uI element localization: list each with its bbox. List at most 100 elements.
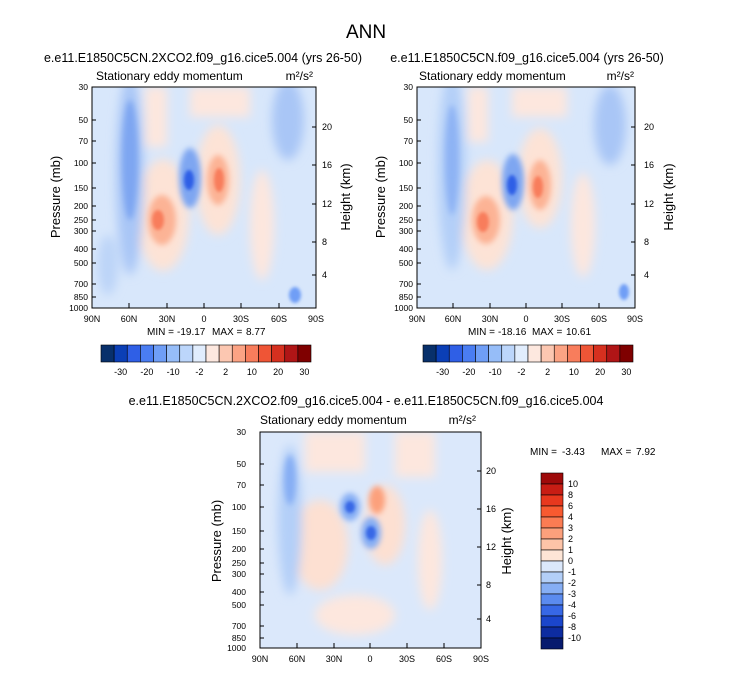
colorbar-swatch — [553, 344, 568, 363]
positive-band — [468, 87, 488, 142]
y-tick-label: 850 — [232, 633, 246, 643]
y-tick-label: 200 — [399, 201, 413, 211]
colorbar-swatch — [606, 344, 621, 363]
y-tick: 150 — [232, 526, 264, 536]
colorbar-label: 20 — [595, 367, 605, 377]
y-tick-label: 1000 — [394, 303, 413, 313]
y-tick: 50 — [79, 115, 96, 125]
height-tick: 4 — [312, 270, 327, 280]
x-tick: 30N — [482, 303, 498, 324]
contour-field — [260, 432, 481, 648]
x-tick: 60N — [445, 303, 461, 324]
x-tick-label: 60S — [436, 654, 452, 664]
height-tick-label: 20 — [644, 122, 654, 132]
y-tick-label: 100 — [399, 158, 413, 168]
y-tick-label: 400 — [399, 244, 413, 254]
x-tick-label: 90S — [308, 314, 324, 324]
colorbar-label: 10 — [247, 367, 257, 377]
colorbar-label: -20 — [462, 367, 475, 377]
x-tick: 90N — [409, 303, 425, 324]
y-tick: 400 — [232, 587, 264, 597]
positive-band — [395, 432, 435, 477]
positive-region — [250, 170, 274, 280]
panel-title: e.e11.E1850C5CN.f09_g16.cice5.004 (yrs 2… — [390, 51, 664, 65]
x-tick-label: 60N — [121, 314, 138, 324]
x-tick: 60N — [289, 643, 305, 664]
y-tick: 700 — [74, 279, 96, 289]
y-tick: 500 — [74, 258, 96, 268]
x-tick-label: 30N — [326, 654, 343, 664]
colorbar-swatch — [580, 344, 594, 363]
colorbar-swatch — [100, 344, 115, 363]
height-tick-label: 8 — [644, 237, 649, 247]
svg-text:MAX =: MAX = — [212, 327, 242, 338]
min-max-readout: MIN = -19.17 MAX = 8.77 — [147, 327, 266, 338]
colorbar-swatch — [113, 344, 128, 363]
y-tick: 200 — [399, 201, 421, 211]
colorbar-label: 0 — [568, 556, 573, 566]
x-tick: 30S — [554, 303, 570, 324]
x-tick-label: 60S — [271, 314, 287, 324]
negative-core — [366, 526, 376, 540]
colorbar-swatch — [540, 626, 564, 639]
height-tick: 20 — [631, 122, 654, 132]
y-axis-title: Pressure (mb) — [48, 156, 63, 238]
y-axis-title: Pressure (mb) — [209, 500, 224, 582]
min-value: -3.43 — [562, 447, 585, 458]
y-tick-label: 1000 — [69, 303, 88, 313]
x-tick: 90S — [627, 303, 643, 324]
colorbar-top-right: -30 -20 -10 -2 2 10 20 30 — [422, 344, 634, 377]
x-tick-label: 90N — [252, 654, 269, 664]
height-tick-label: 4 — [486, 614, 491, 624]
y-tick-label: 700 — [232, 621, 246, 631]
colorbar-label: 1 — [568, 545, 573, 555]
height-tick-label: 16 — [486, 504, 496, 514]
svg-text:MIN =: MIN = — [530, 447, 557, 458]
y-tick-label: 250 — [232, 558, 246, 568]
y-tick-label: 30 — [79, 82, 89, 92]
negative-core — [345, 501, 355, 513]
positive-band — [190, 87, 250, 117]
y-tick-label: 500 — [232, 600, 246, 610]
y-tick: 1000 — [69, 303, 96, 313]
x-tick: 30S — [233, 303, 249, 324]
colorbar-label: -8 — [568, 622, 576, 632]
colorbar-label: 2 — [568, 534, 573, 544]
y-tick-label: 30 — [237, 427, 247, 437]
negative-region — [278, 445, 302, 595]
height-tick: 20 — [312, 122, 332, 132]
y-tick: 500 — [399, 258, 421, 268]
colorbar-label: 3 — [568, 523, 573, 533]
colorbar-label: 10 — [568, 479, 578, 489]
y-tick-label: 50 — [237, 459, 247, 469]
colorbar-swatch — [540, 483, 564, 496]
height-tick: 8 — [312, 237, 327, 247]
height-tick: 16 — [477, 504, 496, 514]
colorbar-swatch — [435, 344, 450, 363]
y-tick: 70 — [237, 480, 264, 490]
contour-field — [417, 87, 635, 308]
height-tick: 12 — [312, 199, 332, 209]
colorbar-swatch — [540, 604, 564, 617]
colorbar-swatch — [218, 344, 233, 363]
panel-difference: Stationary eddy momentum m²/s² — [209, 413, 656, 664]
colorbar-swatch — [192, 344, 207, 363]
y-tick-label: 700 — [399, 279, 413, 289]
colorbar-swatch — [245, 344, 259, 363]
colorbar-label: -30 — [436, 367, 449, 377]
y-tick: 30 — [79, 82, 96, 92]
colorbar-label: -2 — [517, 367, 525, 377]
x-tick: 30S — [399, 643, 415, 664]
negative-core — [619, 284, 629, 300]
colorbar-swatch — [284, 344, 299, 363]
colorbar-swatch — [540, 615, 564, 628]
colorbar-swatch — [593, 344, 608, 363]
y-tick: 100 — [399, 158, 421, 168]
y-tick: 250 — [399, 215, 421, 225]
y-tick-label: 150 — [399, 183, 413, 193]
negative-core — [507, 175, 517, 195]
y-tick-label: 400 — [74, 244, 88, 254]
y-tick-label: 150 — [74, 183, 88, 193]
x-tick-label: 60S — [591, 314, 607, 324]
